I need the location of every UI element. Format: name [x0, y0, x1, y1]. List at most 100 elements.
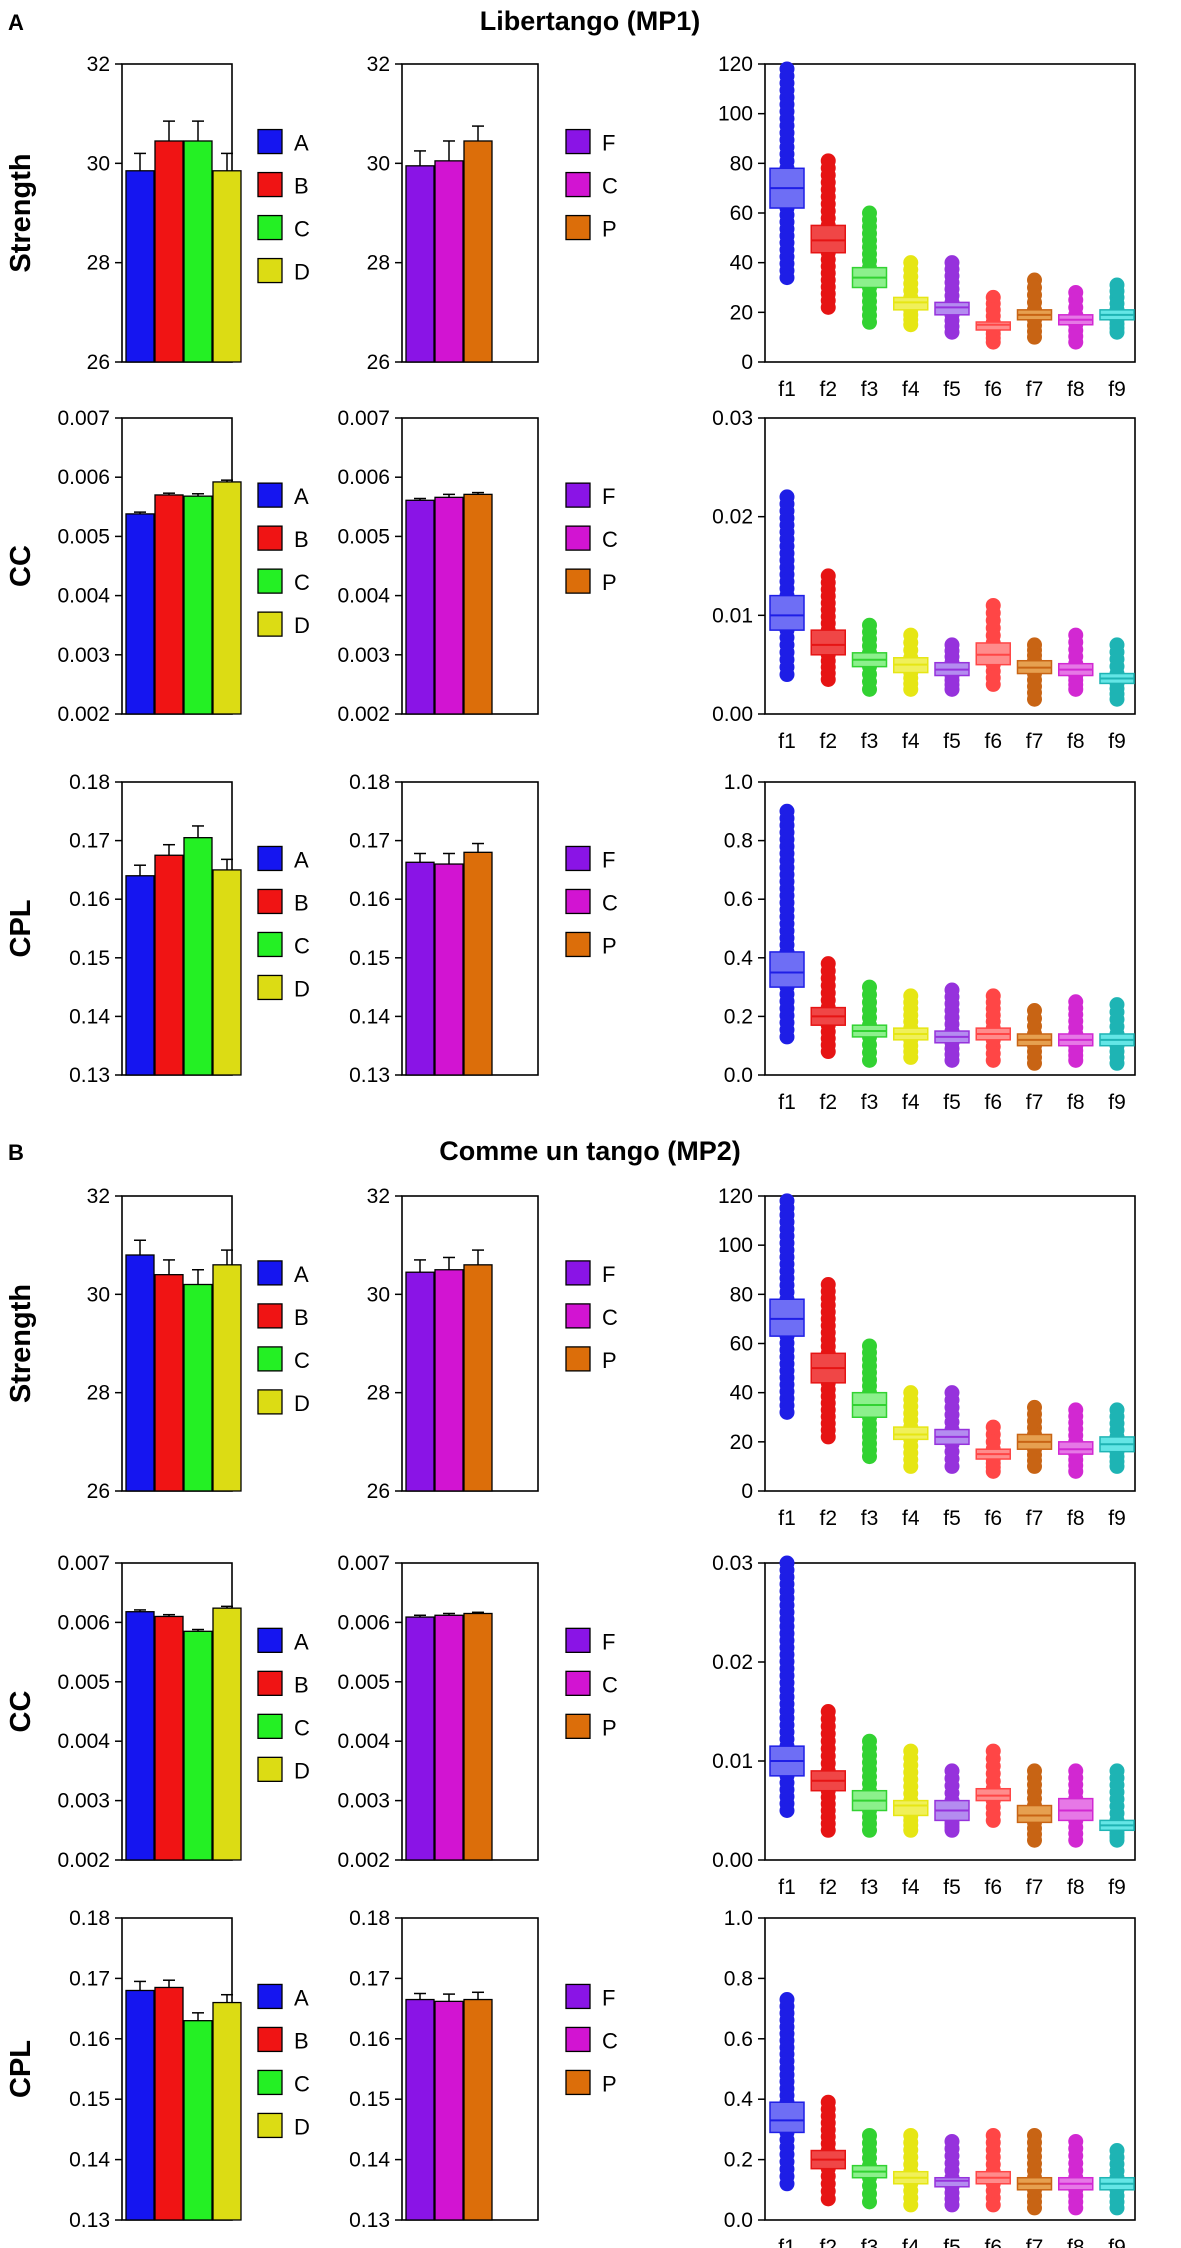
panel-b-cc-group-bars-bar — [154, 1615, 184, 1861]
panel-b-strength-feature-boxplot-box — [1058, 1441, 1094, 1455]
panel-b-cc-group-bars-bar — [125, 1611, 155, 1861]
panel-b-cpl-feature-boxplot-xtick-label: f4 — [902, 2236, 920, 2248]
panel-b-strength-feature-boxplot-xtick-label: f8 — [1067, 1507, 1085, 1530]
panel-b-strength-group-bars-bar — [183, 1283, 213, 1492]
panel-a-strength-type-bars-ytick-label: 30 — [367, 152, 390, 175]
panel-b-cpl-group-bars-legend-label: A — [294, 1985, 309, 2010]
panel-b-cc-feature-boxplot-outlier — [779, 1803, 795, 1818]
panel-a-cpl-feature-boxplot-ytick-label: 0.4 — [724, 947, 754, 970]
panel-b-cpl-feature-boxplot-xtick-label: f2 — [819, 2236, 837, 2248]
panel-b-strength-group-bars-legend-label: D — [294, 1391, 310, 1416]
panel-b-cpl-type-bars-bar — [463, 1998, 493, 2221]
panel-a-strength-group-bars-ytick-label: 26 — [87, 351, 110, 374]
panel-b-cpl-feature-boxplot-outlier — [903, 2197, 919, 2213]
panel-b-cc-group-bars-legend-swatch — [257, 1627, 283, 1653]
panel-a-cpl-type-bars-bar — [463, 851, 493, 1076]
panel-a-strength-group-bars-legend-swatch — [257, 171, 283, 198]
panel-a-cpl-feature-boxplot-xtick-label: f5 — [943, 1091, 961, 1114]
panel-b-cc-feature-boxplot-xtick-label: f7 — [1026, 1876, 1044, 1899]
panel-a-cpl-type-bars-legend-swatch — [565, 845, 591, 872]
panel-b-cpl-group-bars-bar — [183, 2020, 213, 2221]
panel-a-cc-feature-boxplot-xtick-label: f7 — [1026, 730, 1044, 753]
panel-a-cpl-group-bars-legend-swatch — [257, 974, 283, 1001]
panel-b-strength-group-bars-ytick-label: 30 — [87, 1283, 110, 1306]
panel-b-cpl-feature-boxplot-outlier — [820, 2191, 836, 2207]
panel-b-cc-feature-boxplot-outlier — [903, 1822, 919, 1838]
panel-b-cc-group-bars-legend-label: D — [294, 1758, 310, 1783]
panel-b-cc-feature-boxplot-xtick-label: f6 — [984, 1876, 1002, 1899]
panel-b-cc-group-bars-legend-label: C — [294, 1715, 310, 1740]
panel-b-cpl-type-bars-ytick-label: 0.13 — [349, 2209, 390, 2232]
panel-b-cc-feature-boxplot-xtick-label: f9 — [1108, 1876, 1126, 1899]
panel-a-cc-feature-boxplot-axes: 0.00 0.01 0.02 0.03 f1 f2 f3 f4 f5 f6 f7 f8 f9 — [712, 407, 1136, 753]
panel-b-strength-feature-boxplot-ytick-label: 20 — [730, 1431, 753, 1454]
panel-a-cpl-feature-boxplot-outlier — [1109, 1055, 1125, 1071]
panel-b-cpl-group-bars-bar — [212, 2001, 242, 2221]
panel-a-strength-feature-boxplot-xtick-label: f7 — [1026, 378, 1044, 401]
panel-b-cc-feature-boxplot-xtick-label: f4 — [902, 1876, 920, 1899]
panel-b-cpl-group-bars-ytick-label: 0.16 — [69, 2028, 110, 2051]
panel-a-cpl-group-bars-ytick-label: 0.16 — [69, 888, 110, 911]
panel-b-cpl-feature-boxplot-xtick-label: f9 — [1108, 2236, 1126, 2248]
panel-a-cc-feature-boxplot-xtick-label: f9 — [1108, 730, 1126, 753]
panel-a-cpl-feature-boxplot-xtick-label: f4 — [902, 1091, 920, 1114]
panel-b-strength-feature-boxplot-outlier — [1027, 1458, 1042, 1474]
panel-b-strength-feature-boxplot-box — [893, 1426, 929, 1441]
panel-b-strength-feature-boxplot-xtick-label: f4 — [902, 1507, 920, 1530]
panel-b-strength-feature-boxplot-xtick-label: f5 — [943, 1507, 961, 1530]
panel-a-cc-group-bars-ytick-label: 0.006 — [57, 466, 110, 489]
panel-a-strength-type-bars-ytick-label: 32 — [367, 53, 390, 76]
panel-b-cpl-group-bars-ytick-label: 0.14 — [69, 2149, 110, 2172]
panel-a-strength-feature-boxplot-outlier — [944, 324, 960, 340]
panel-b-cc-feature-boxplot-ytick-label: 0.01 — [712, 1750, 753, 1773]
panel-a-strength-feature-boxplot-xtick-label: f3 — [861, 378, 879, 401]
panel-b-cpl-group-bars-bar — [154, 1986, 184, 2221]
panel-b-cc-feature-boxplot-xtick-label: f1 — [778, 1876, 796, 1899]
panel-a-cc-type-bars-axes: 0.002 0.003 0.004 0.005 0.006 0.007 FCP — [337, 407, 618, 726]
panel-a-cpl-feature-boxplot-ytick-label: 0.8 — [724, 830, 753, 853]
panel-a-strength-feature-boxplot-outlier — [903, 317, 919, 333]
panel-a-cpl-group-bars-ytick-label: 0.14 — [69, 1005, 110, 1028]
panel-a-cc-group-bars-bar — [154, 494, 184, 715]
panel-a-cc-group-bars-ytick-label: 0.005 — [57, 525, 110, 548]
panel-b-cc-feature-boxplot-xtick-label: f5 — [943, 1876, 961, 1899]
panel-a-strength-feature-boxplot-ytick-label: 80 — [730, 152, 753, 175]
panel-b-strength-feature-boxplot-xtick-label: f6 — [984, 1507, 1002, 1530]
panel-b-cc-group-bars-legend-label: B — [294, 1672, 309, 1697]
panel-a-cpl-feature-boxplot-ytick-label: 0.0 — [724, 1064, 753, 1087]
panel-a-cc-type-bars-ytick-label: 0.003 — [337, 644, 390, 667]
panel-a-strength-type-bars-legend-swatch — [565, 171, 591, 198]
panel-b-cpl-feature-boxplot-xtick-label: f1 — [778, 2236, 796, 2248]
panel-a-cc-feature-boxplot-xtick-label: f5 — [943, 730, 961, 753]
panel-a-cpl-group-bars-bar — [212, 869, 242, 1076]
panel-a-strength-type-bars-legend-label: P — [602, 217, 617, 242]
panel-b-cc-group-bars-ytick-label: 0.006 — [57, 1611, 110, 1634]
panel-a-strength-group-bars-legend-label: A — [294, 131, 309, 156]
panel-b-cc-feature-boxplot-ytick-label: 0.00 — [712, 1849, 753, 1872]
panel-a-cc-type-bars-bar — [434, 496, 464, 715]
panel-b-cc-group-bars-ytick-label: 0.005 — [57, 1671, 110, 1694]
panel-b-cc-type-bars-legend-label: F — [602, 1629, 615, 1654]
panel-a-cpl-feature-boxplot-outlier — [903, 1049, 919, 1065]
panel-a-cpl-feature-boxplot-xtick-label: f7 — [1026, 1091, 1044, 1114]
panel-a-cpl-type-bars-ytick-label: 0.18 — [349, 771, 390, 794]
panel-b-strength-type-bars-legend-swatch — [565, 1260, 591, 1286]
panel-b-strength-type-bars-legend-label: C — [602, 1305, 618, 1330]
panel-b-strength-feature-boxplot-axes: 0 20 40 60 80 100 120 f1 f2 f3 f4 f5 f6 f7 f8 f9 — [718, 1185, 1136, 1530]
panel-a-cc-group-bars-ytick-label: 0.007 — [57, 407, 110, 430]
panel-a-cpl-feature-boxplot-ytick-label: 0.2 — [724, 1005, 753, 1028]
panel-b-strength-feature-boxplot-xtick-label: f3 — [861, 1507, 879, 1530]
panel-b-strength-group-bars-legend-swatch — [257, 1346, 283, 1372]
panel-a-strength-feature-boxplot-box — [893, 296, 929, 311]
panel-b-cc-group-bars-legend-swatch — [257, 1713, 283, 1739]
panel-a-cc-type-bars-legend-swatch — [565, 482, 591, 508]
panel-a-cc-group-bars-bar — [212, 481, 242, 715]
panel-a-cpl-feature-boxplot-xtick-label: f2 — [819, 1091, 837, 1114]
panel-b-cc-type-bars-ytick-label: 0.005 — [337, 1671, 390, 1694]
panel-a-cc-group-bars-ytick-label: 0.003 — [57, 644, 110, 667]
panel-b-strength-feature-boxplot-outlier — [1109, 1458, 1125, 1474]
